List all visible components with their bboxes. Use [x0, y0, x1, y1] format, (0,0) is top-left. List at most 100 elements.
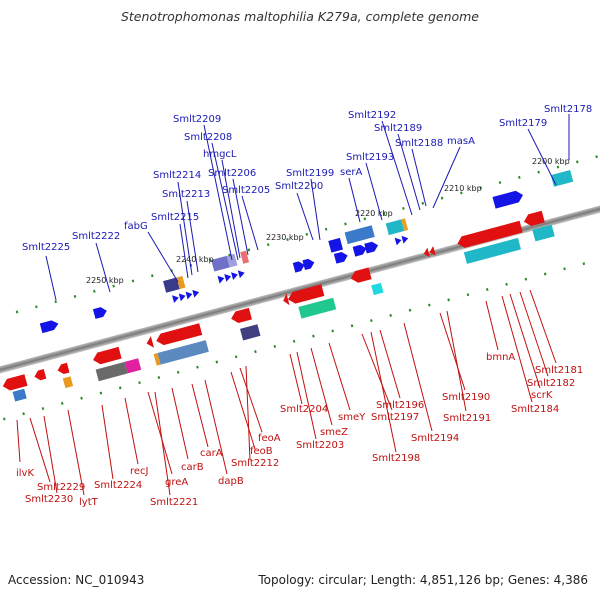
gene-block[interactable] — [344, 225, 375, 245]
kbp-label: 2210 kbp — [444, 184, 482, 193]
gene-label[interactable]: Smlt2204 — [280, 404, 328, 415]
gene-block[interactable] — [240, 250, 250, 264]
gene-label[interactable]: Smlt2197 — [371, 412, 419, 423]
gene-label[interactable]: Smlt2230 — [25, 494, 73, 505]
gene-label[interactable]: greA — [165, 477, 188, 488]
gene-block[interactable] — [298, 297, 337, 319]
gene-arrow[interactable] — [56, 362, 70, 376]
gene-label[interactable]: Smlt2192 — [348, 110, 396, 121]
gene-label[interactable]: dapB — [218, 476, 244, 487]
gene-label[interactable]: Smlt2181 — [535, 365, 583, 376]
kbp-label: 2250 kbp — [86, 276, 124, 285]
gene-arrow-cluster[interactable] — [394, 234, 410, 246]
gene-arrow[interactable] — [522, 210, 545, 228]
gene-block[interactable] — [176, 275, 186, 290]
gene-label[interactable]: recJ — [130, 466, 149, 477]
gene-block[interactable] — [124, 358, 142, 374]
gene-block[interactable] — [226, 253, 238, 268]
gene-label[interactable]: Smlt2191 — [443, 413, 491, 424]
gene-label[interactable]: Smlt2193 — [346, 152, 394, 163]
gene-label[interactable]: fabG — [124, 221, 148, 232]
gene-label[interactable]: feoA — [258, 433, 281, 444]
gene-block[interactable] — [163, 277, 180, 293]
gene-label[interactable]: Smlt2224 — [94, 480, 142, 491]
gene-label[interactable]: Smlt2203 — [296, 440, 344, 451]
gene-label[interactable]: Smlt2225 — [22, 242, 70, 253]
gene-arrow[interactable] — [333, 240, 380, 264]
gene-label[interactable]: scrK — [531, 390, 553, 401]
gene-label[interactable]: Smlt2209 — [173, 114, 221, 125]
gene-label[interactable]: Smlt2190 — [442, 392, 490, 403]
gene-arrow[interactable] — [92, 306, 108, 319]
gene-label[interactable]: Smlt2179 — [499, 118, 547, 129]
gene-label[interactable]: smeZ — [320, 427, 348, 438]
tick-track-forward — [0, 150, 600, 329]
gene-label[interactable]: Smlt2178 — [544, 104, 592, 115]
gene-label[interactable]: carB — [181, 462, 204, 473]
kbp-label: 2200 kbp — [532, 157, 570, 166]
gene-label[interactable]: Smlt2213 — [162, 189, 210, 200]
gene-arrow[interactable] — [456, 220, 523, 250]
gene-label[interactable]: bmnA — [486, 352, 515, 363]
gene-block[interactable] — [211, 255, 230, 272]
gene-label[interactable]: serA — [340, 167, 362, 178]
kbp-label: 2220 kbp — [355, 209, 393, 218]
gene-block[interactable] — [12, 388, 27, 402]
gene-label[interactable]: Smlt2205 — [222, 185, 270, 196]
gene-block[interactable] — [463, 237, 522, 264]
gene-label[interactable]: Smlt2182 — [527, 378, 575, 389]
gene-block[interactable] — [62, 376, 74, 389]
gene-label[interactable]: Smlt2212 — [231, 458, 279, 469]
forward-gene-labels: Smlt2225 Smlt2222 fabG Smlt2215 Smlt2213… — [22, 104, 592, 253]
gene-arrow-cluster[interactable] — [423, 246, 436, 259]
gene-arrow[interactable] — [145, 323, 203, 349]
gene-label[interactable]: Smlt2184 — [511, 404, 559, 415]
gene-block[interactable] — [157, 340, 209, 365]
gene-label[interactable]: Smlt2198 — [372, 453, 420, 464]
gene-arrow[interactable] — [230, 307, 252, 325]
gene-label[interactable]: lytT — [79, 497, 99, 508]
genome-summary-text: Topology: circular; Length: 4,851,126 bp… — [258, 573, 588, 587]
gene-block[interactable] — [401, 218, 409, 231]
gene-label[interactable]: Smlt2222 — [72, 231, 120, 242]
gene-block[interactable] — [240, 324, 261, 341]
gene-label[interactable]: Smlt2196 — [376, 400, 424, 411]
gene-block[interactable] — [371, 282, 384, 296]
gene-arrow[interactable] — [39, 319, 60, 334]
gene-label[interactable]: feoB — [250, 446, 273, 457]
gene-label[interactable]: Smlt2188 — [395, 138, 443, 149]
gene-label[interactable]: hmgcL — [203, 149, 237, 160]
gene-label[interactable]: Smlt2199 — [286, 168, 334, 179]
gene-label[interactable]: Smlt2208 — [184, 132, 232, 143]
gene-block[interactable] — [532, 224, 555, 242]
gene-label[interactable]: Smlt2221 — [150, 497, 198, 508]
gene-label[interactable]: carA — [200, 448, 223, 459]
gene-label[interactable]: Smlt2200 — [275, 181, 323, 192]
gene-arrow[interactable] — [91, 346, 122, 366]
gene-label[interactable]: Smlt2189 — [374, 123, 422, 134]
gene-arrow-cluster[interactable] — [172, 288, 200, 304]
gene-arrow-cluster[interactable] — [217, 269, 246, 284]
gene-label[interactable]: Smlt2206 — [208, 168, 256, 179]
gene-label[interactable]: Smlt2194 — [411, 433, 459, 444]
gene-label[interactable]: Smlt2215 — [151, 212, 199, 223]
gene-label[interactable]: Smlt2229 — [37, 482, 85, 493]
gene-arrow[interactable] — [492, 189, 524, 209]
gene-arrow[interactable] — [33, 369, 47, 382]
gene-label[interactable]: smeY — [338, 412, 366, 423]
gene-block[interactable] — [385, 219, 405, 236]
accession-text: Accession: NC_010943 — [8, 573, 145, 587]
gene-block[interactable] — [550, 169, 574, 187]
kbp-label: 2230 kbp — [266, 233, 304, 242]
reverse-leader-lines — [16, 289, 557, 496]
gene-label[interactable]: ilvK — [16, 468, 34, 479]
gene-label[interactable]: masA — [447, 136, 475, 147]
gene-arrow[interactable] — [282, 284, 325, 306]
gene-block[interactable] — [153, 353, 161, 366]
gene-label[interactable]: Smlt2214 — [153, 170, 201, 181]
gene-arrow[interactable] — [1, 374, 28, 392]
gene-block[interactable] — [95, 361, 128, 382]
gene-block[interactable] — [328, 237, 343, 253]
gene-arrow[interactable] — [349, 267, 372, 285]
gene-arrow[interactable] — [292, 258, 316, 273]
